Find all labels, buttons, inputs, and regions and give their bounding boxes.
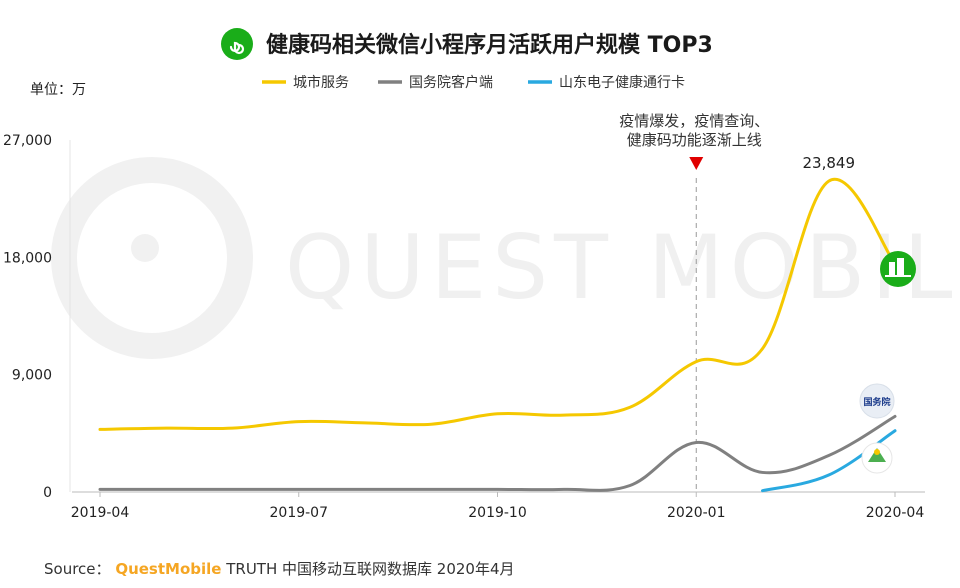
- legend-label: 国务院客户端: [409, 74, 493, 91]
- annotation-text: 疫情爆发，疫情查询、: [619, 112, 769, 130]
- peak-value-label: 23,849: [803, 154, 856, 172]
- mini-program-glyph: [229, 41, 245, 55]
- watermark-logo-icon: [51, 157, 253, 359]
- x-tick-label: 2020-01: [667, 505, 726, 521]
- y-tick-label: 18,000: [3, 250, 52, 266]
- chart-title: 健康码相关微信小程序月活跃用户规模 TOP3: [266, 32, 713, 58]
- series-group: 23,849: [98, 154, 897, 493]
- source-label: Source：: [44, 560, 111, 578]
- chart-title-group: 健康码相关微信小程序月活跃用户规模 TOP3: [221, 28, 713, 60]
- state-council-icon: 国务院: [859, 383, 895, 419]
- y-tick-label: 27,000: [3, 133, 52, 149]
- watermark-text: QUEST MOBILE: [285, 216, 960, 319]
- y-tick-label: 0: [43, 485, 52, 501]
- source-text: TRUTH 中国移动互联网数据库 2020年4月: [226, 560, 515, 578]
- legend-item: 城市服务: [262, 74, 349, 91]
- x-tick-label: 2020-04: [866, 505, 925, 521]
- annotation: 疫情爆发，疫情查询、健康码功能逐渐上线: [619, 112, 769, 492]
- series-line: [98, 177, 897, 431]
- source-brand: QuestMobile: [115, 560, 222, 578]
- down-triangle-icon: [689, 157, 704, 170]
- legend-item: 国务院客户端: [378, 74, 493, 91]
- watermark: QUEST MOBILE: [51, 157, 960, 359]
- x-tick-label: 2019-04: [71, 505, 130, 521]
- x-tick-label: 2019-10: [468, 505, 527, 521]
- shandong-card-icon: [861, 442, 893, 474]
- annotation-text: 健康码功能逐渐上线: [627, 131, 762, 149]
- svg-text:国务院: 国务院: [863, 396, 890, 408]
- city-service-icon: [880, 251, 916, 287]
- unit-label: 单位：万: [30, 82, 86, 98]
- legend: 城市服务 国务院客户端 山东电子健康通行卡: [262, 74, 685, 91]
- axes: 27,000 18,000 9,000 0 2019-04 2019-07 2019-10 2…: [3, 133, 925, 521]
- source-note: Source： QuestMobile TRUTH 中国移动互联网数据库 202…: [44, 558, 515, 579]
- series-line: [98, 414, 897, 492]
- series-line: [761, 429, 897, 493]
- end-icons: 国务院: [859, 251, 916, 474]
- watermark-dot-icon: [131, 234, 159, 262]
- legend-label: 山东电子健康通行卡: [559, 74, 685, 91]
- legend-item: 山东电子健康通行卡: [528, 74, 685, 91]
- y-tick-label: 9,000: [12, 368, 52, 384]
- x-tick-label: 2019-07: [270, 505, 329, 521]
- legend-label: 城市服务: [293, 74, 349, 91]
